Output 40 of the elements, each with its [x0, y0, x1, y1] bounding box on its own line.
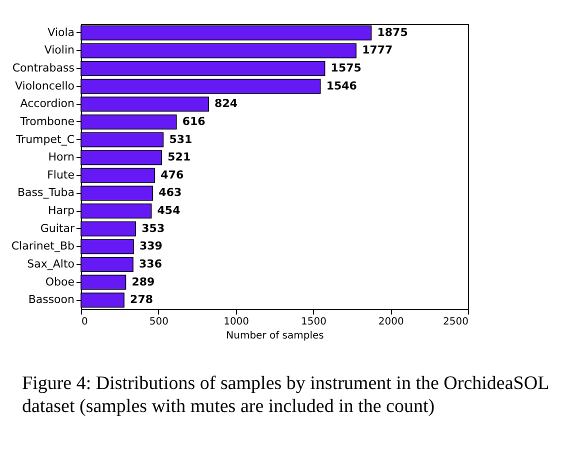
y-tick-label: Bass_Tuba — [18, 186, 74, 200]
y-tick-label: Harp — [48, 204, 75, 218]
data-label: 1575 — [330, 62, 362, 75]
y-tick-label: Contrabass — [12, 62, 75, 75]
data-label: 339 — [139, 240, 162, 253]
data-label: 336 — [139, 257, 162, 270]
x-tick-label: 500 — [149, 316, 168, 328]
data-label: 1777 — [362, 44, 393, 57]
y-tick-label: Trumpet_C — [14, 132, 75, 146]
x-tick-label: 1500 — [300, 316, 326, 328]
data-label: 824 — [214, 97, 238, 110]
y-tick-label: Sax_Alto — [27, 257, 75, 270]
y-tick-label: Trombone — [19, 114, 75, 128]
y-tick-label: Bassoon — [28, 293, 75, 306]
data-label: 1875 — [377, 26, 408, 39]
y-tick-label: Clarinet_Bb — [11, 240, 75, 253]
x-tick-label: 1000 — [224, 316, 250, 328]
y-tick-label: Violoncello — [15, 79, 75, 92]
y-tick-label: Flute — [47, 168, 75, 182]
data-label: 616 — [182, 114, 206, 128]
data-label: 531 — [169, 132, 192, 146]
y-tick-label: Violin — [44, 44, 75, 57]
x-tick-label: 2500 — [443, 316, 468, 328]
data-label: 353 — [142, 222, 165, 235]
data-label: 463 — [158, 186, 182, 200]
x-tick-label: 0 — [82, 316, 88, 328]
data-label: 289 — [132, 275, 155, 288]
data-label: 278 — [130, 293, 154, 306]
x-axis-title: Number of samples — [226, 330, 324, 342]
data-label: 1546 — [326, 79, 358, 92]
caption: Figure 4: Distributions of samples by instrument in the OrchideaSOL dataset (samples with mutes are included in the count) — [22, 372, 550, 418]
y-tick-label: Accordion — [20, 97, 75, 110]
data-label: 454 — [157, 204, 181, 218]
x-tick-label: 2000 — [378, 316, 404, 328]
y-tick-label: Horn — [48, 150, 75, 164]
data-label: 521 — [168, 150, 191, 164]
y-tick-label: Oboe — [45, 275, 75, 288]
y-tick-label: Viola — [48, 26, 74, 39]
data-label: 476 — [160, 168, 184, 182]
y-tick-label: Guitar — [40, 222, 75, 235]
